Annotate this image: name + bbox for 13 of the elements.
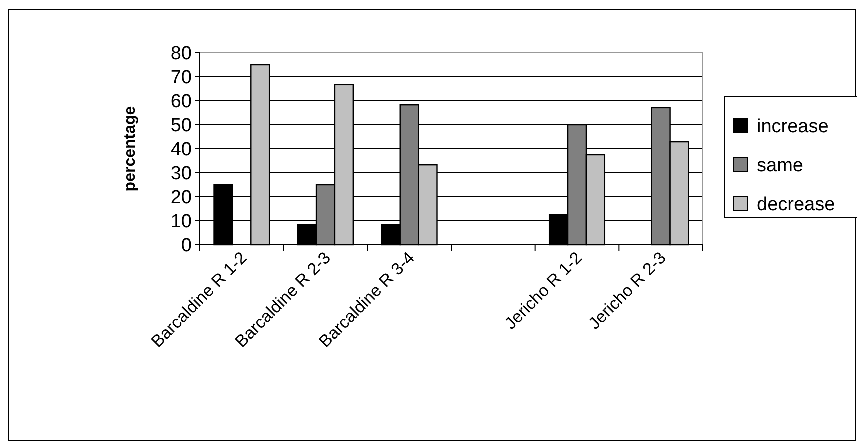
y-tick-label: 30 [170,164,192,185]
y-tick-label: 20 [170,188,192,209]
y-tick-label: 50 [170,116,192,137]
legend-label: decrease [757,194,836,216]
legend-label: same [757,156,804,177]
y-tick-label: 60 [170,92,192,113]
y-tick-label: 70 [170,68,192,89]
y-tick-label: 80 [170,44,192,65]
y-tick-label: 0 [181,236,192,257]
legend-label: increase [757,116,829,138]
y-axis-title: percentage [122,106,139,192]
y-tick-label: 10 [170,212,192,233]
y-tick-label: 40 [170,140,192,161]
